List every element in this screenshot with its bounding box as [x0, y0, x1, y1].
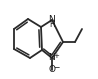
Text: H: H: [49, 20, 55, 29]
Text: O: O: [49, 65, 55, 74]
Text: N: N: [49, 15, 55, 24]
Text: N: N: [49, 53, 55, 62]
Text: −: −: [53, 64, 59, 73]
Text: +: +: [53, 53, 59, 59]
